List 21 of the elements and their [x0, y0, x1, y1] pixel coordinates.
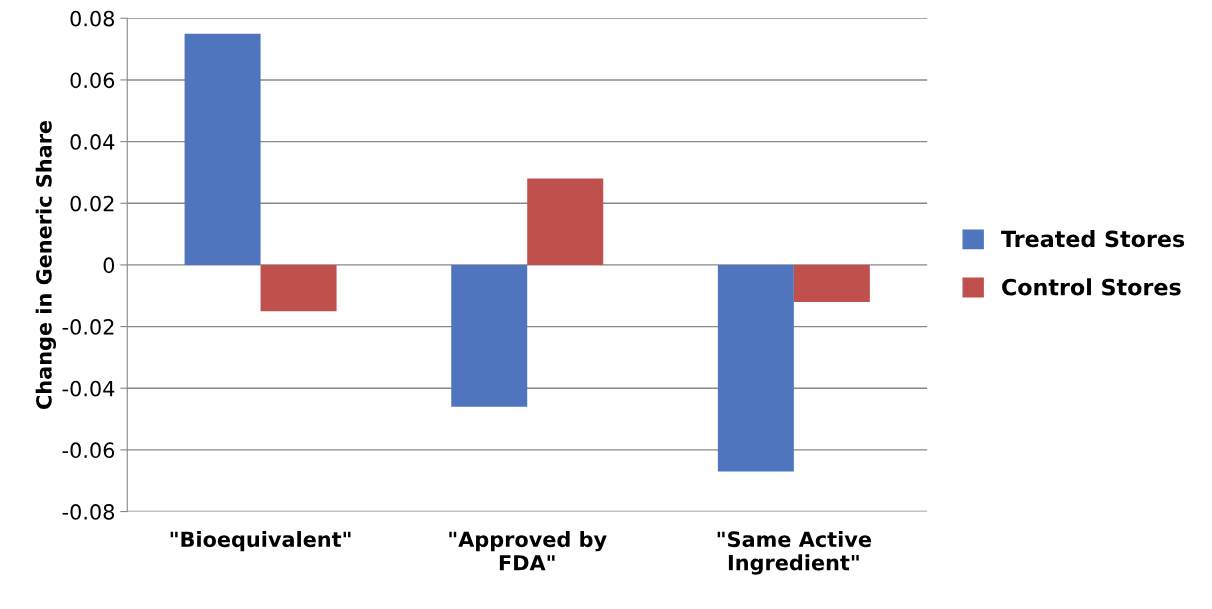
- bar: [717, 264, 794, 472]
- legend-label: Treated Stores: [1001, 230, 1185, 248]
- x-tick-label: "Approved by FDA": [449, 531, 607, 571]
- y-tick-label: 0: [103, 257, 115, 274]
- y-tick-label: 0.08: [70, 10, 115, 27]
- y-tick-label: 0.04: [70, 134, 115, 150]
- y-tick-label: -0.06: [62, 442, 115, 459]
- y-tick-label: -0.02: [62, 319, 114, 335]
- bar: [451, 264, 528, 407]
- y-tick-label: -0.08: [62, 504, 115, 520]
- y-tick-label: 0.02: [70, 195, 114, 212]
- y-axis-title: Change in Generic Share: [35, 120, 56, 409]
- bar: [260, 264, 337, 312]
- legend-label: Control Stores: [1002, 278, 1181, 296]
- y-tick-label: -0.04: [62, 380, 115, 397]
- x-tick-label: "Same Active Ingredient": [717, 531, 871, 575]
- bar: [793, 264, 870, 302]
- bar: [184, 33, 261, 265]
- y-tick-label: 0.06: [70, 72, 115, 89]
- bar: [527, 178, 604, 265]
- x-tick-label: "Bioequivalent": [170, 531, 351, 552]
